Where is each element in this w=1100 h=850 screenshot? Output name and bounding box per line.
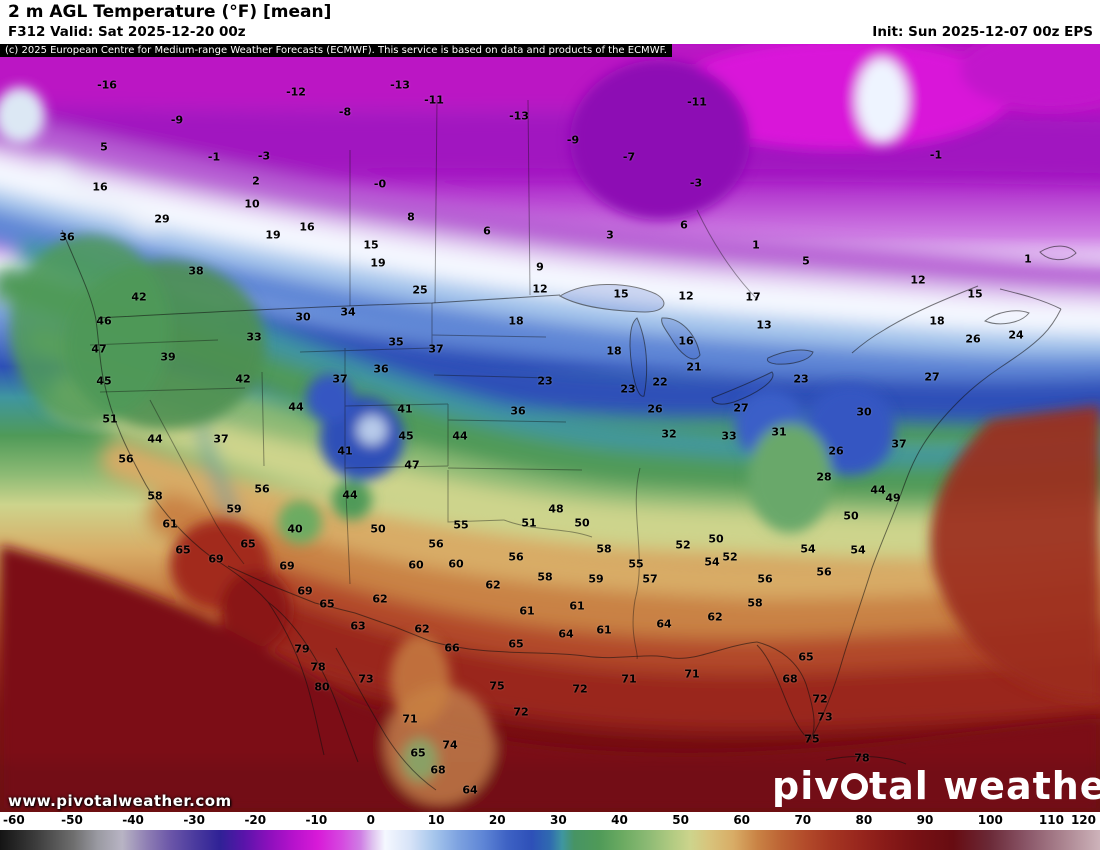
brand-logo-o-icon	[841, 773, 868, 800]
regional-color-patches	[0, 44, 1100, 812]
colorbar-tick-label: 20	[488, 813, 506, 827]
colorbar-tick-label: 100	[977, 813, 1003, 827]
colorbar-gradient	[0, 830, 1100, 850]
copyright-bar: (c) 2025 European Centre for Medium-rang…	[0, 44, 672, 57]
state-borders	[89, 99, 759, 660]
colorbar-tick-label: 0	[366, 813, 376, 827]
page-title: 2 m AGL Temperature (°F) [mean]	[8, 2, 332, 22]
init-time-label: Init: Sun 2025-12-07 00z EPS	[872, 24, 1093, 40]
brand-logo-text-pre: piv	[772, 764, 840, 808]
colorbar-tick-label: -20	[244, 813, 267, 827]
colorbar-tick-label: -60	[3, 813, 25, 827]
temperature-map-svg	[0, 44, 1100, 812]
brand-logo-text-post: tal weather	[869, 764, 1100, 808]
colorbar-tick-label: 40	[611, 813, 628, 827]
colorbar-tick-label: 120	[1070, 813, 1096, 827]
colorbar-tick-label: -50	[61, 813, 83, 827]
colorbar-tick-label: -30	[183, 813, 206, 827]
colorbar-tick-label: 90	[916, 813, 934, 827]
coastlines	[61, 229, 1077, 791]
brand-logo: piv tal weather	[772, 764, 1100, 808]
colorbar-tick-label: 70	[794, 813, 812, 827]
colorbar-ticks: -60 -50 -40 -30 -20 -10 0 10 20 30 40 50 60 70 80 90 100…	[0, 812, 1100, 830]
colorbar-tick-label: 110	[1038, 813, 1064, 827]
valid-time-label: F312 Valid: Sat 2025-12-20 00z	[8, 24, 246, 40]
colorbar-tick-label: 60	[733, 813, 751, 827]
colorbar-tick-label: -40	[122, 813, 144, 827]
colorbar-tick-label: 50	[672, 813, 689, 827]
colorbar-tick-label: 30	[550, 813, 567, 827]
watermark-url: www.pivotalweather.com	[8, 792, 232, 810]
colorbar-tick-label: 80	[855, 813, 873, 827]
temperature-map	[0, 44, 1100, 812]
colorbar-tick-label: -10	[305, 813, 328, 827]
colorbar-tick-label: 10	[427, 813, 445, 827]
header: 2 m AGL Temperature (°F) [mean] F312 Val…	[0, 0, 1100, 44]
